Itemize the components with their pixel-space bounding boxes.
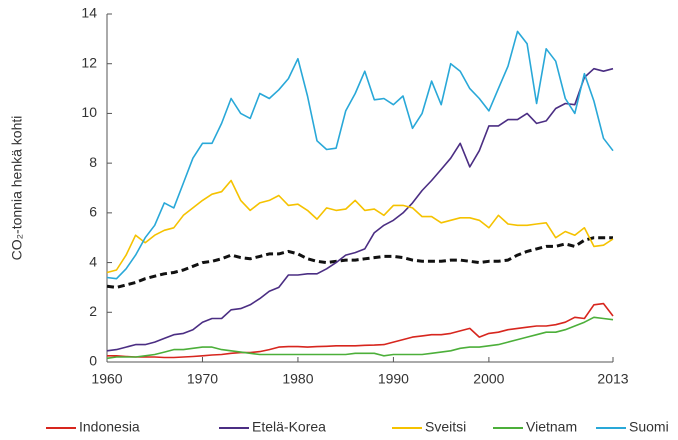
x-tick-label: 1980 bbox=[282, 371, 313, 387]
y-tick-label: 4 bbox=[89, 253, 97, 269]
legend-label: Indonesia bbox=[79, 419, 140, 435]
series-line bbox=[107, 302, 614, 359]
y-tick-label: 12 bbox=[81, 54, 97, 70]
y-tick-label: 10 bbox=[81, 104, 97, 120]
series-line bbox=[106, 30, 614, 280]
y-axis-label: CO₂-tonnia henkä kohti bbox=[9, 116, 25, 261]
legend-label: Suomi bbox=[629, 419, 669, 435]
x-tick-label: 1990 bbox=[378, 371, 409, 387]
legend-label: Sveitsi bbox=[425, 419, 466, 435]
x-tick-label: 1960 bbox=[91, 371, 122, 387]
series-line bbox=[106, 316, 614, 360]
x-tick-label: 2000 bbox=[473, 371, 504, 387]
series-line bbox=[106, 236, 613, 289]
y-tick-label: 0 bbox=[89, 353, 97, 369]
y-tick-label: 14 bbox=[81, 5, 97, 21]
y-tick-label: 6 bbox=[89, 204, 97, 220]
legend-label: Vietnam bbox=[526, 419, 577, 435]
legend-label: Etelä-Korea bbox=[252, 419, 326, 435]
x-tick-label: 2013 bbox=[597, 371, 628, 387]
series-line bbox=[106, 67, 614, 352]
y-tick-label: 8 bbox=[89, 154, 97, 170]
series-line bbox=[106, 179, 614, 274]
y-tick-label: 2 bbox=[89, 303, 97, 319]
x-tick-label: 1970 bbox=[187, 371, 218, 387]
